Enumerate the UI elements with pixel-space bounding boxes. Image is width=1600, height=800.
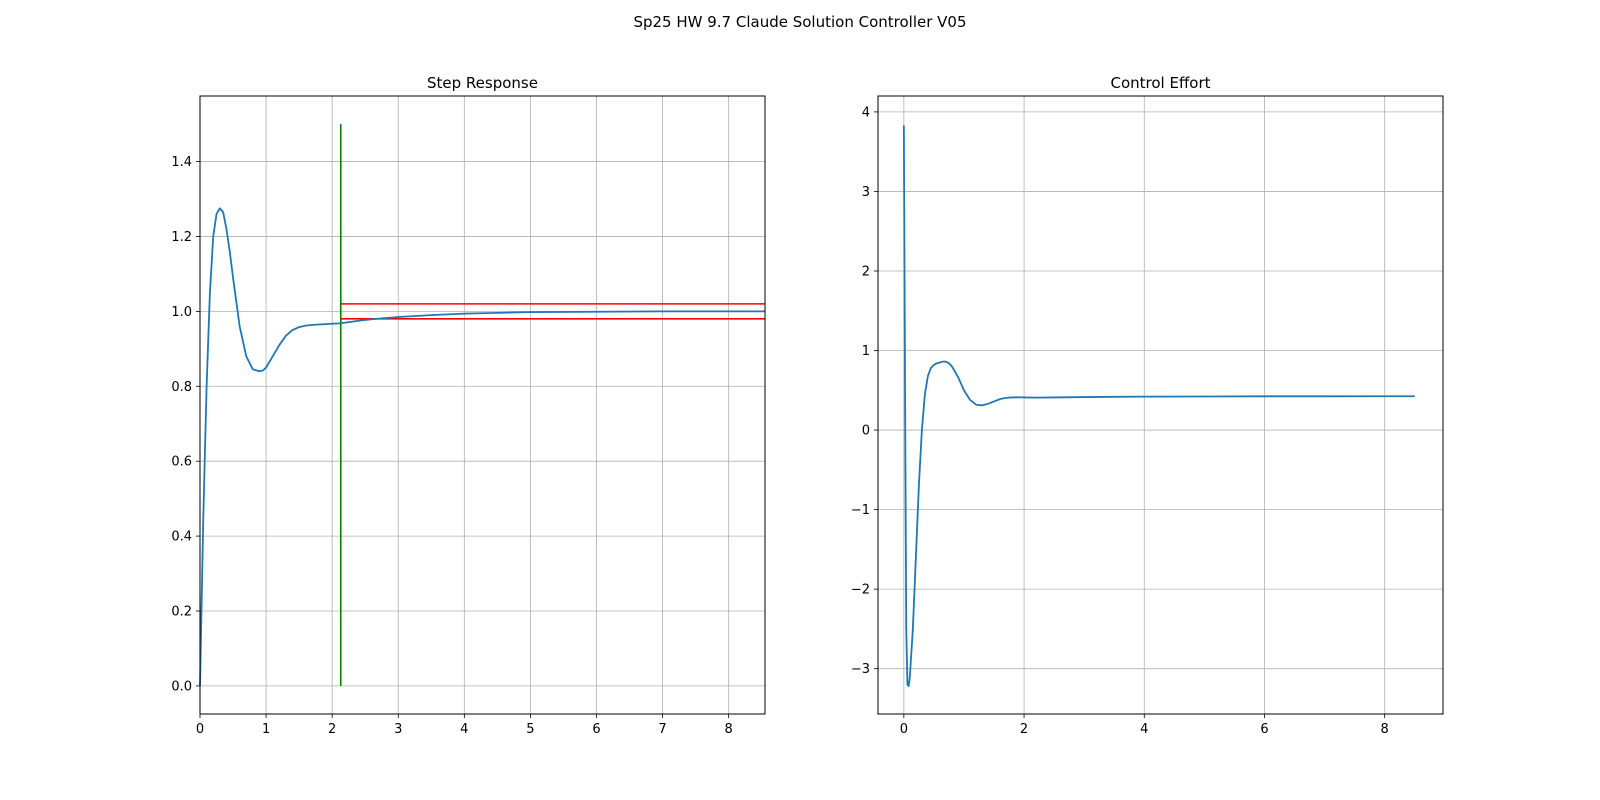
control-effort-ytick-label: −2 (851, 583, 870, 598)
control-effort-title: Control Effort (1110, 74, 1210, 92)
figure-title: Sp25 HW 9.7 Claude Solution Controller V… (633, 13, 966, 31)
step-response-grid (199, 96, 765, 714)
control-effort-ytick-label: −3 (851, 662, 870, 677)
control-effort-ytick-label: 2 (862, 264, 870, 279)
step-response-axes: 0 1 2 3 4 5 6 7 8 0.0 0.2 0.4 0.6 0.8 1.0 1.2 1.4 Step R… (171, 74, 766, 737)
step-response-ytick-label: 1.2 (171, 230, 192, 245)
control-effort-xtick-label: 6 (1260, 722, 1268, 737)
step-response-ytick-label: 0.4 (171, 530, 192, 545)
control-effort-series-line (902, 125, 1415, 688)
control-effort-xtick-label: 2 (1020, 722, 1028, 737)
control-effort-ytick-label: 1 (862, 344, 870, 359)
step-response-xtick-label: 7 (658, 722, 666, 737)
step-response-ytick-label: 0.0 (171, 679, 192, 694)
step-response-xtick-label: 4 (460, 722, 468, 737)
control-effort-ytick-label: 4 (862, 105, 870, 120)
step-response-ytick-label: 1.4 (171, 155, 192, 170)
step-response-ytick-label: 0.6 (171, 455, 192, 470)
step-response-ytick-label: 0.8 (171, 380, 192, 395)
step-response-plot-area (199, 124, 765, 686)
control-effort-plot-area (902, 125, 1415, 688)
control-effort-ytick-label: 3 (862, 185, 870, 200)
control-effort-ytick-label: 0 (862, 424, 870, 439)
step-response-frame (199, 95, 766, 715)
step-response-title: Step Response (427, 74, 538, 92)
control-effort-xtick-label: 4 (1140, 722, 1148, 737)
step-response-ytick-label: 1.0 (171, 305, 192, 320)
control-effort-ticks: 0 2 4 6 8 −3 −2 −1 0 1 2 3 4 (851, 105, 1389, 737)
control-effort-xtick-label: 8 (1381, 722, 1389, 737)
control-effort-axes: 0 2 4 6 8 −3 −2 −1 0 1 2 3 4 Control Effort (851, 74, 1444, 737)
step-response-xtick-label: 3 (394, 722, 402, 737)
step-response-xtick-label: 5 (526, 722, 534, 737)
step-response-xtick-label: 2 (328, 722, 336, 737)
control-effort-frame (877, 95, 1444, 715)
control-effort-xtick-label: 0 (900, 722, 908, 737)
control-effort-grid (878, 96, 1443, 714)
step-response-xtick-label: 1 (262, 722, 270, 737)
step-response-xtick-label: 0 (196, 722, 204, 737)
control-effort-ytick-label: −1 (851, 503, 870, 518)
step-response-xtick-label: 6 (592, 722, 600, 737)
step-response-ticks: 0 1 2 3 4 5 6 7 8 0.0 0.2 0.4 0.6 0.8 1.0 1.2 1.4 (171, 155, 732, 737)
step-response-xtick-label: 8 (725, 722, 733, 737)
step-response-ytick-label: 0.2 (171, 605, 192, 620)
step-response-series-line (199, 207, 765, 686)
